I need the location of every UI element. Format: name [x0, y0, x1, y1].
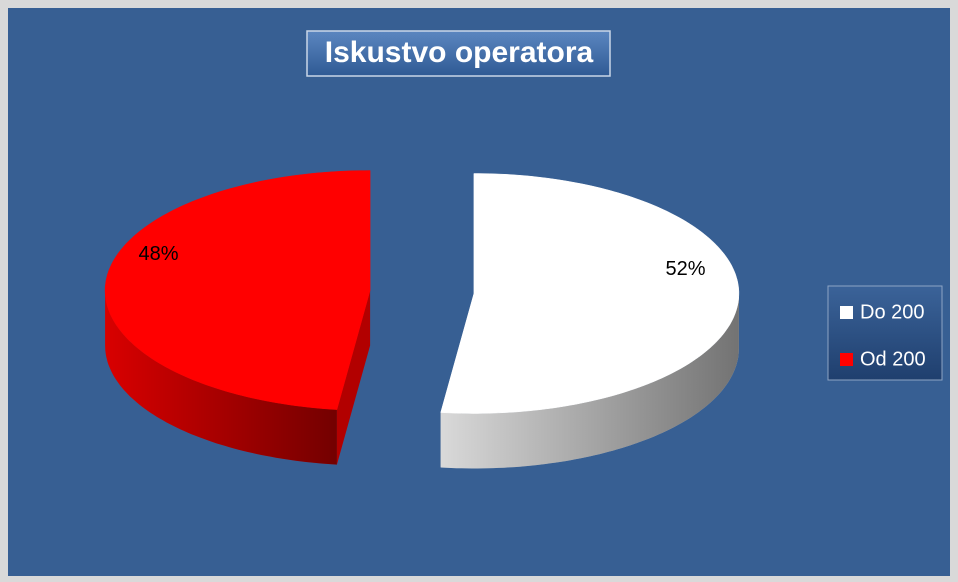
legend-swatch: [840, 353, 853, 366]
slice-top: [104, 170, 371, 410]
pie: [104, 170, 740, 469]
slice-wall-shade: [336, 290, 371, 465]
slice-side-shade: [105, 290, 337, 465]
data-label: 48%: [139, 243, 179, 265]
pie-slice: [104, 170, 371, 465]
legend-label: Do 200: [860, 301, 925, 323]
chart-title: Iskustvo operatora: [325, 36, 594, 69]
slice-wall: [336, 290, 371, 465]
legend-label: Od 200: [860, 348, 926, 370]
slice-top: [440, 173, 740, 414]
legend-swatch: [840, 306, 853, 319]
data-label: 52%: [665, 258, 705, 280]
slice-side-shade: [440, 293, 739, 469]
pie-slice: [440, 173, 740, 469]
title-box: [306, 30, 611, 77]
